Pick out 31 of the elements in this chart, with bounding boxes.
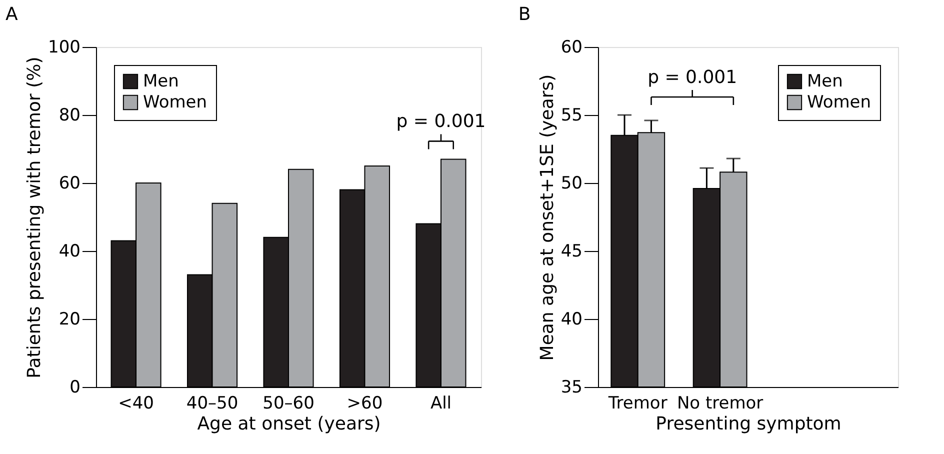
- annotation: p = 0.001: [396, 111, 486, 132]
- y-tick-label: 50: [560, 174, 582, 194]
- x-axis-title: Presenting symptom: [656, 414, 842, 434]
- y-tick-label: 55: [560, 106, 582, 126]
- y-tick-label: 40: [560, 310, 582, 330]
- legend-label: Women: [143, 92, 208, 112]
- x-tick-label: All: [430, 394, 452, 414]
- y-tick-label: 35: [560, 378, 582, 398]
- y-tick-label: 60: [58, 174, 80, 194]
- x-tick-label: No tremor: [676, 394, 764, 414]
- x-tick-label: 50–60: [262, 394, 314, 414]
- legend-label: Men: [143, 72, 179, 92]
- x-tick-label: <40: [118, 394, 154, 414]
- legend-label: Men: [807, 72, 843, 92]
- y-tick-label: 60: [560, 38, 582, 58]
- x-tick-label: 40–50: [186, 394, 238, 414]
- y-tick-label: 100: [48, 38, 80, 58]
- chart-title: B: [518, 4, 531, 25]
- x-tick-label: >60: [346, 394, 383, 414]
- legend-label: Women: [807, 92, 872, 112]
- chart-title: A: [6, 4, 19, 25]
- y-tick-label: 45: [560, 242, 582, 262]
- y-tick-label: 0: [70, 378, 80, 398]
- x-tick-label: Tremor: [607, 394, 668, 414]
- y-tick-label: 40: [58, 242, 80, 262]
- y-axis-title: Mean age at onset+1SE (years): [536, 74, 558, 361]
- y-tick-label: 80: [58, 106, 80, 126]
- annotation: p = 0.001: [648, 67, 738, 88]
- x-axis-title: Age at onset (years): [197, 414, 381, 434]
- y-tick-label: 20: [58, 310, 80, 330]
- y-axis-title: Patients presenting with tremor (%): [24, 56, 46, 378]
